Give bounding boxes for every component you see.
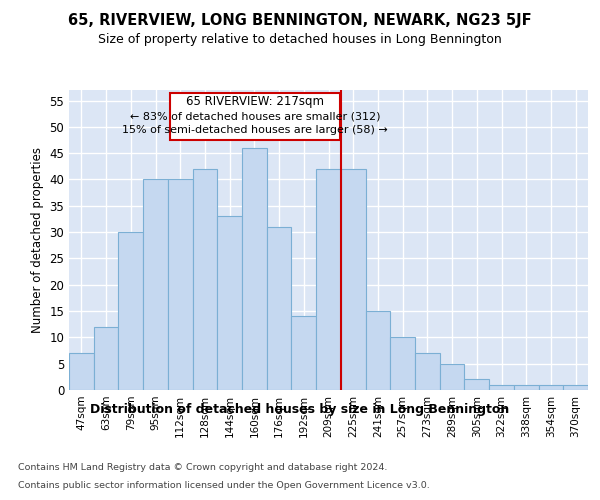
Bar [489,384,514,390]
Bar [193,169,217,390]
Bar [440,364,464,390]
Bar [292,316,316,390]
Text: 65 RIVERVIEW: 217sqm: 65 RIVERVIEW: 217sqm [186,96,324,108]
Text: 15% of semi-detached houses are larger (58) →: 15% of semi-detached houses are larger (… [122,126,388,136]
Bar [69,353,94,390]
Bar [415,353,440,390]
Y-axis label: Number of detached properties: Number of detached properties [31,147,44,333]
Text: ← 83% of detached houses are smaller (312): ← 83% of detached houses are smaller (31… [130,111,380,121]
Text: Contains public sector information licensed under the Open Government Licence v3: Contains public sector information licen… [18,481,430,490]
Text: Size of property relative to detached houses in Long Bennington: Size of property relative to detached ho… [98,32,502,46]
FancyBboxPatch shape [170,92,340,140]
Bar [464,380,489,390]
Bar [94,327,118,390]
Bar [118,232,143,390]
Bar [365,311,390,390]
Bar [143,180,168,390]
Bar [390,338,415,390]
Text: Distribution of detached houses by size in Long Bennington: Distribution of detached houses by size … [91,402,509,415]
Bar [563,384,588,390]
Bar [168,180,193,390]
Text: 65, RIVERVIEW, LONG BENNINGTON, NEWARK, NG23 5JF: 65, RIVERVIEW, LONG BENNINGTON, NEWARK, … [68,12,532,28]
Bar [242,148,267,390]
Bar [316,169,341,390]
Bar [341,169,365,390]
Bar [217,216,242,390]
Bar [539,384,563,390]
Bar [267,227,292,390]
Text: Contains HM Land Registry data © Crown copyright and database right 2024.: Contains HM Land Registry data © Crown c… [18,464,388,472]
Bar [514,384,539,390]
